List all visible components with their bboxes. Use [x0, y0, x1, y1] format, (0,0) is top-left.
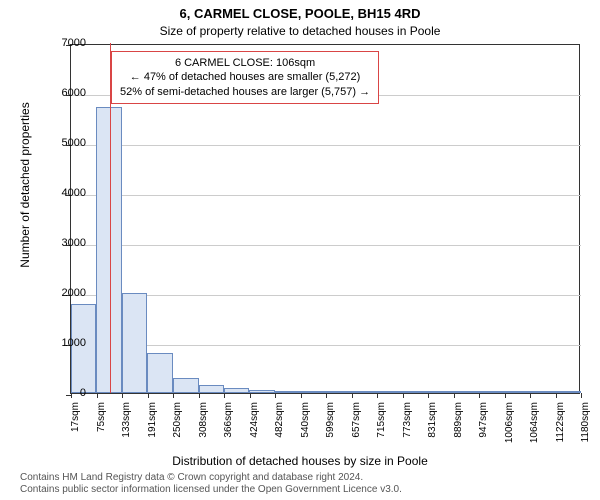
histogram-bar — [505, 391, 530, 393]
x-tick-label: 424sqm — [249, 402, 260, 452]
y-tick-label: 1000 — [36, 337, 86, 349]
histogram-bar — [326, 391, 351, 393]
x-tick — [97, 393, 98, 398]
histogram-bar — [352, 391, 377, 393]
histogram-bar — [173, 378, 198, 394]
footnote-line-1: Contains HM Land Registry data © Crown c… — [20, 472, 402, 484]
x-tick-label: 482sqm — [274, 402, 285, 452]
y-tick-label: 6000 — [36, 87, 86, 99]
histogram-bar — [199, 385, 224, 393]
x-tick — [479, 393, 480, 398]
x-tick-label: 947sqm — [478, 402, 489, 452]
x-tick-label: 191sqm — [147, 402, 158, 452]
x-tick-label: 250sqm — [172, 402, 183, 452]
histogram-bar — [556, 391, 581, 393]
histogram-bar — [428, 391, 453, 393]
x-tick-label: 366sqm — [223, 402, 234, 452]
x-tick — [403, 393, 404, 398]
x-axis-label: Distribution of detached houses by size … — [0, 454, 600, 468]
x-tick-label: 1006sqm — [504, 402, 515, 452]
histogram-bar — [479, 391, 505, 393]
y-tick-label: 4000 — [36, 187, 86, 199]
x-tick-label: 308sqm — [198, 402, 209, 452]
x-tick — [428, 393, 429, 398]
x-tick-label: 1180sqm — [580, 402, 591, 452]
y-gridline — [71, 295, 581, 296]
x-tick — [377, 393, 378, 398]
x-tick — [199, 393, 200, 398]
infobox-line-2: ← 47% of detached houses are smaller (5,… — [120, 70, 370, 84]
histogram-bar — [453, 391, 478, 393]
x-tick-label: 889sqm — [453, 402, 464, 452]
page-title: 6, CARMEL CLOSE, POOLE, BH15 4RD — [0, 6, 600, 21]
x-tick-label: 657sqm — [351, 402, 362, 452]
x-tick — [148, 393, 149, 398]
x-tick-label: 1064sqm — [529, 402, 540, 452]
histogram-bar — [403, 391, 428, 393]
x-tick — [530, 393, 531, 398]
y-tick-label: 2000 — [36, 287, 86, 299]
x-tick-label: 1122sqm — [555, 402, 566, 452]
infobox-line-3: 52% of semi-detached houses are larger (… — [120, 85, 370, 99]
histogram-bar — [122, 293, 147, 394]
x-tick — [275, 393, 276, 398]
y-gridline — [71, 195, 581, 196]
footnote: Contains HM Land Registry data © Crown c… — [20, 472, 402, 496]
x-tick-label: 17sqm — [70, 402, 81, 452]
x-tick-label: 715sqm — [376, 402, 387, 452]
x-tick — [326, 393, 327, 398]
y-tick-label: 3000 — [36, 237, 86, 249]
x-tick-label: 75sqm — [96, 402, 107, 452]
x-tick — [454, 393, 455, 398]
x-tick-label: 133sqm — [121, 402, 132, 452]
y-gridline — [71, 145, 581, 146]
x-tick — [301, 393, 302, 398]
x-tick — [556, 393, 557, 398]
y-axis-label: Number of detached properties — [18, 60, 32, 310]
page-subtitle: Size of property relative to detached ho… — [0, 24, 600, 38]
histogram-bar — [249, 390, 274, 393]
x-tick — [352, 393, 353, 398]
histogram-plot: 6 CARMEL CLOSE: 106sqm ← 47% of detached… — [70, 44, 580, 394]
footnote-line-2: Contains public sector information licen… — [20, 484, 402, 496]
x-tick — [581, 393, 582, 398]
x-tick — [224, 393, 225, 398]
histogram-bar — [530, 391, 555, 393]
marker-infobox: 6 CARMEL CLOSE: 106sqm ← 47% of detached… — [111, 51, 379, 104]
x-tick-label: 773sqm — [402, 402, 413, 452]
x-tick-label: 540sqm — [300, 402, 311, 452]
y-tick-label: 5000 — [36, 137, 86, 149]
histogram-bar — [224, 388, 249, 393]
y-tick-label: 7000 — [36, 37, 86, 49]
x-tick-label: 599sqm — [325, 402, 336, 452]
y-tick-label: 0 — [36, 387, 86, 399]
infobox-line-1: 6 CARMEL CLOSE: 106sqm — [120, 56, 370, 70]
histogram-bar — [147, 353, 173, 393]
y-gridline — [71, 345, 581, 346]
histogram-bar — [377, 391, 402, 393]
x-tick-label: 831sqm — [427, 402, 438, 452]
x-tick — [122, 393, 123, 398]
x-tick — [250, 393, 251, 398]
histogram-bar — [300, 391, 326, 393]
histogram-bar — [275, 391, 300, 393]
x-tick — [505, 393, 506, 398]
y-gridline — [71, 245, 581, 246]
x-tick — [173, 393, 174, 398]
